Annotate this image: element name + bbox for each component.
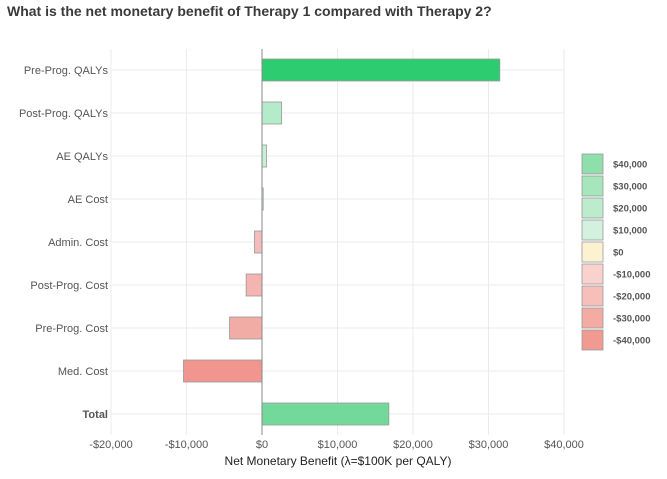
- bar-post-prog-qalys: [261, 101, 283, 125]
- legend-label: $20,000: [613, 204, 647, 215]
- x-tick-label: -$20,000: [89, 439, 132, 451]
- x-tick-label: -$10,000: [165, 439, 208, 451]
- grid-lines: [110, 49, 565, 435]
- legend-label: -$20,000: [613, 292, 651, 303]
- legend-swatch: [581, 241, 604, 263]
- legend-swatch: [581, 285, 604, 307]
- x-tick-label: $10,000: [318, 439, 358, 451]
- legend: $40,000 $30,000 $20,000 $10,000 $0 -$10,000 -$…: [581, 153, 651, 351]
- legend-swatch: [581, 175, 604, 197]
- category-label: Total: [83, 409, 108, 421]
- legend-swatch: [581, 263, 604, 285]
- bar-admin-cost: [254, 230, 263, 254]
- category-labels: Pre-Prog. QALYs Post-Prog. QALYs AE QALYs A…: [19, 65, 109, 421]
- legend-swatch: [581, 219, 604, 241]
- x-tick-label: $40,000: [544, 439, 584, 451]
- bar-pre-prog-qalys: [261, 58, 501, 82]
- bar-total: [261, 402, 390, 426]
- bar-pre-prog-cost: [229, 316, 263, 340]
- category-label: Post-Prog. QALYs: [19, 108, 109, 120]
- legend-swatch: [581, 329, 604, 351]
- bar-med-cost: [183, 359, 263, 383]
- x-tick-labels: -$20,000 -$10,000 $0 $10,000 $20,000 $30,000 $…: [89, 439, 584, 451]
- legend-label: $0: [613, 248, 624, 259]
- legend-swatch: [581, 197, 604, 219]
- bar-ae-qalys: [261, 144, 267, 168]
- category-label: Pre-Prog. Cost: [35, 323, 108, 335]
- legend-label: -$30,000: [613, 314, 651, 325]
- category-label: Pre-Prog. QALYs: [24, 65, 109, 77]
- legend-label: $30,000: [613, 182, 647, 193]
- category-label: Admin. Cost: [48, 237, 108, 249]
- category-label: AE QALYs: [56, 151, 108, 163]
- legend-label: $10,000: [613, 226, 647, 237]
- legend-label: -$10,000: [613, 270, 651, 281]
- category-label: Post-Prog. Cost: [30, 280, 108, 292]
- bar-post-prog-cost: [245, 273, 263, 297]
- legend-swatch: [581, 307, 604, 329]
- legend-label: -$40,000: [613, 336, 651, 347]
- x-tick-label: $20,000: [393, 439, 433, 451]
- legend-swatch: [581, 153, 604, 175]
- category-label: Med. Cost: [58, 366, 108, 378]
- legend-label: $40,000: [613, 160, 647, 171]
- category-label: AE Cost: [68, 194, 108, 206]
- x-tick-label: $0: [256, 439, 268, 451]
- x-tick-label: $30,000: [469, 439, 509, 451]
- chart-title: What is the net monetary benefit of Ther…: [7, 3, 492, 19]
- x-axis-title: Net Monetary Benefit (λ=$100K per QALY): [225, 454, 452, 468]
- bars: [183, 58, 501, 426]
